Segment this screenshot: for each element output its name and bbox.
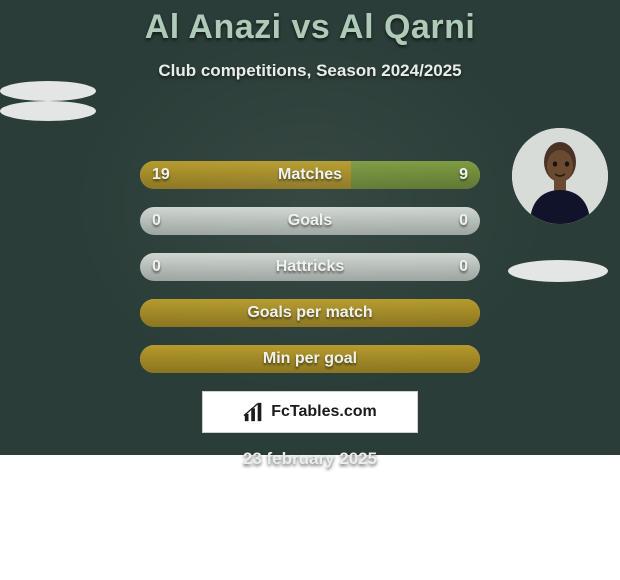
stat-row: Matches199 (140, 161, 480, 189)
stat-bar-left (140, 345, 480, 373)
stat-bar-track (140, 253, 480, 281)
stat-row: Hattricks00 (140, 253, 480, 281)
source-badge: FcTables.com (202, 391, 418, 433)
stat-bar-track (140, 207, 480, 235)
comparison-card: Al Anazi vs Al Qarni Club competitions, … (0, 0, 620, 455)
subtitle: Club competitions, Season 2024/2025 (0, 61, 620, 81)
page-title: Al Anazi vs Al Qarni (0, 0, 620, 47)
stat-bar-right (351, 161, 480, 189)
stat-bar-track (140, 299, 480, 327)
player-left-avatar-placeholder (0, 81, 96, 101)
stat-bar-left (140, 299, 480, 327)
stat-row: Min per goal (140, 345, 480, 373)
stat-row: Goals per match (140, 299, 480, 327)
stat-bar-track (140, 345, 480, 373)
player-left-name-placeholder (0, 101, 96, 121)
source-badge-text: FcTables.com (271, 403, 377, 421)
stats-grid: Matches199 Goals00 Hattricks00 Goals per ma… (0, 161, 620, 373)
chart-icon (243, 401, 265, 423)
stat-bar-left (140, 161, 351, 189)
stat-row: Goals00 (140, 207, 480, 235)
stat-bar-track (140, 161, 480, 189)
snapshot-date: 23 february 2025 (0, 449, 620, 469)
